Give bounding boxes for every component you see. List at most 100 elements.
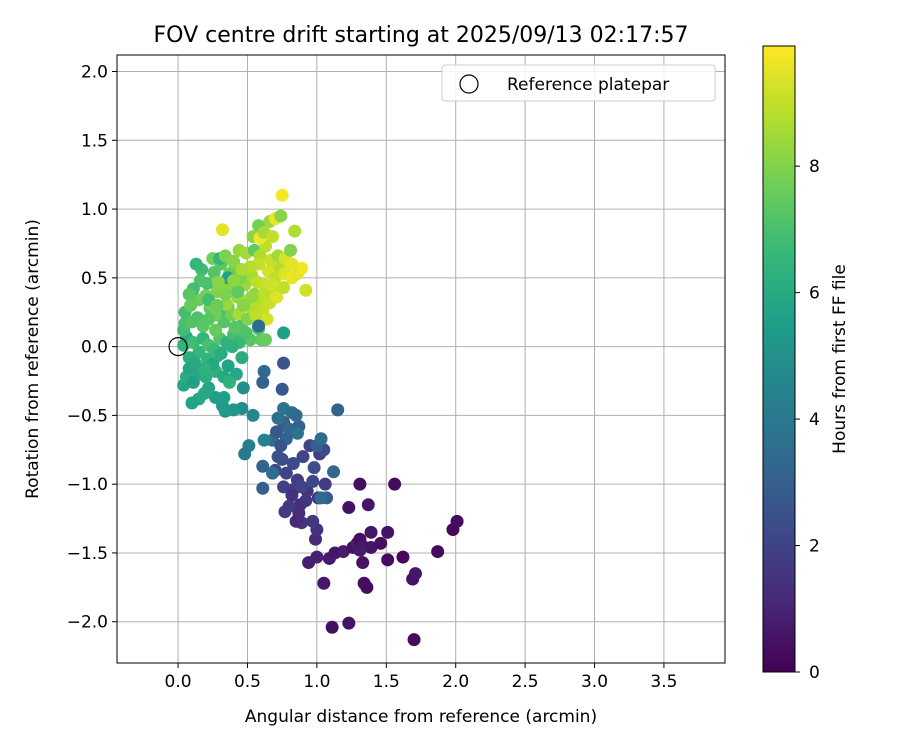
data-point <box>279 466 293 480</box>
data-point <box>296 450 310 464</box>
data-point <box>278 505 292 519</box>
data-point <box>342 501 356 515</box>
data-point <box>353 543 367 557</box>
data-point <box>317 576 331 590</box>
y-ticks: −2.0 −1.5 −1.0 −0.5 0.0 0.5 1.0 1.5 2.0 <box>67 63 117 633</box>
data-point <box>256 459 270 473</box>
data-point <box>408 567 422 581</box>
data-point <box>325 620 339 634</box>
data-point <box>275 188 289 202</box>
data-point <box>197 362 211 376</box>
data-point <box>374 536 388 550</box>
x-tick-label: 1.0 <box>303 672 330 692</box>
colorbar-tick-label: 0 <box>809 663 820 683</box>
data-point <box>228 320 242 334</box>
colorbar-tick-label: 6 <box>809 284 820 304</box>
y-tick-label: 0.0 <box>81 338 108 358</box>
data-point <box>290 426 304 440</box>
data-point <box>231 285 245 299</box>
data-point <box>209 391 223 405</box>
data-point <box>381 553 395 567</box>
data-point <box>222 375 236 389</box>
data-point <box>257 433 271 447</box>
data-point <box>256 375 270 389</box>
data-point <box>256 481 270 495</box>
x-axis-label: Angular distance from reference (arcmin) <box>245 707 597 727</box>
reference-marker-layer <box>168 337 188 357</box>
data-point <box>221 359 235 373</box>
reference-platepar-marker <box>168 337 188 357</box>
x-tick-label: 3.0 <box>581 672 608 692</box>
data-point <box>274 439 288 453</box>
data-point <box>245 290 259 304</box>
data-point <box>314 432 328 446</box>
data-point <box>246 408 260 422</box>
data-point <box>238 447 252 461</box>
data-point <box>270 290 284 304</box>
data-point <box>336 545 350 559</box>
data-point <box>185 396 199 410</box>
data-point <box>361 498 375 512</box>
data-point <box>407 633 421 647</box>
data-point <box>289 514 303 528</box>
chart-title: FOV centre drift starting at 2025/09/13 … <box>154 23 689 48</box>
data-point <box>257 287 271 301</box>
data-point <box>285 257 299 271</box>
data-point <box>306 474 320 488</box>
y-tick-label: −1.0 <box>67 475 108 495</box>
data-point <box>186 335 200 349</box>
y-tick-label: −1.5 <box>67 544 108 564</box>
colorbar-tick-label: 2 <box>809 537 820 557</box>
data-point <box>225 340 239 354</box>
data-point <box>288 224 302 238</box>
data-point <box>252 319 266 333</box>
data-point <box>236 381 250 395</box>
y-axis-label: Rotation from reference (arcmin) <box>23 219 43 499</box>
data-point <box>299 494 313 508</box>
data-point <box>202 312 216 326</box>
data-point <box>277 480 291 494</box>
data-point <box>215 223 229 237</box>
x-tick-label: 0.0 <box>165 672 192 692</box>
data-point <box>227 274 241 288</box>
data-point <box>192 345 206 359</box>
grid <box>117 55 725 663</box>
data-point <box>211 275 225 289</box>
data-point <box>236 298 250 312</box>
data-point <box>277 356 291 370</box>
y-tick-label: 2.0 <box>81 63 108 83</box>
data-point <box>271 411 285 425</box>
data-point <box>259 333 273 347</box>
y-tick-label: −2.0 <box>67 613 108 633</box>
data-point <box>286 457 300 471</box>
data-point <box>295 480 309 494</box>
data-point <box>307 461 321 475</box>
data-point <box>396 550 410 564</box>
data-point <box>388 477 402 491</box>
data-point <box>331 403 345 417</box>
y-tick-label: 0.5 <box>81 269 108 289</box>
data-point <box>299 283 313 297</box>
plot-frame <box>116 54 726 664</box>
data-point <box>431 545 445 559</box>
data-point <box>318 477 332 491</box>
data-point <box>364 525 378 539</box>
data-point <box>274 209 288 223</box>
data-point <box>264 278 278 292</box>
data-point <box>284 243 298 257</box>
legend-marker-reference-platepar <box>459 74 479 94</box>
colorbar-ticks: 0 2 4 6 8 <box>795 157 820 683</box>
data-point <box>270 425 284 439</box>
data-point <box>277 280 291 294</box>
colorbar-tick-label: 8 <box>809 157 820 177</box>
legend-box <box>441 64 716 102</box>
colorbar-tick-label: 4 <box>809 410 820 430</box>
colorbar <box>762 45 796 673</box>
data-point <box>275 382 289 396</box>
x-ticks: 0.0 0.5 1.0 1.5 2.0 2.5 3.0 3.5 <box>165 663 677 692</box>
data-point <box>265 230 279 244</box>
data-point <box>364 540 378 554</box>
data-point <box>249 308 263 322</box>
data-point <box>285 488 299 502</box>
